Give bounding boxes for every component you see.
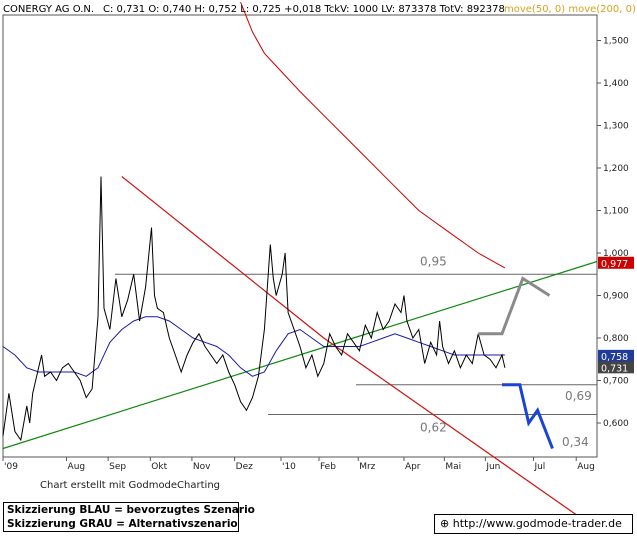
level-label: 0,62 (420, 421, 447, 435)
moving-average-legend: move(50, 0) move(200, 0) (504, 4, 636, 15)
y-axis: 1,500 1,400 1,300 1,200 1,100 1,000 0,900 0,800… (597, 37, 629, 429)
support-trendline-extension (353, 260, 598, 339)
y-tick-label: 0,800 (603, 334, 629, 344)
x-tick-label: Aug (577, 462, 595, 472)
alternative-scenario-line (478, 276, 551, 336)
level-label: 0,69 (565, 389, 592, 403)
x-tick-label: Dez (236, 462, 253, 472)
x-tick-label: Sep (109, 462, 126, 472)
y-tick-label: 1,100 (603, 207, 629, 217)
chart-stats: C: 0,731 O: 0,740 H: 0,752 L: 0,725 +0,0… (103, 4, 505, 15)
y-tick-label: 0,900 (603, 292, 629, 302)
chart-credit: Chart erstellt mit GodmodeCharting (40, 480, 220, 491)
scenario-sketches (478, 276, 554, 450)
resistance-trendline (121, 176, 325, 339)
x-tick-label: Feb (320, 462, 336, 472)
x-tick-label: Aug (68, 462, 86, 472)
target-level-label: 0,34 (562, 435, 589, 449)
value-tag-0,758 (598, 349, 634, 362)
y-tick-label: 1,300 (603, 122, 629, 132)
level-labels: 0,95 0,69 0,62 0,34 (420, 254, 592, 449)
scenario-legend: Skizzierung BLAU = bevorzugtes Szenario … (3, 502, 255, 532)
moving-average-200-line (240, 2, 506, 269)
link-icon: ⊕ (440, 517, 450, 530)
resistance-trendline-extension (323, 337, 598, 530)
series-layer (2, 2, 506, 442)
y-tick-label: 1,400 (603, 79, 629, 89)
plot-area (2, 14, 598, 458)
x-tick-label: Nov (193, 462, 211, 472)
x-tick-label: Jul (533, 462, 545, 472)
legend-blue-scenario: Skizzierung BLAU = bevorzugtes Szenario (7, 504, 255, 516)
moving-average-50-line (2, 316, 505, 377)
x-tick-label: Mrz (359, 462, 375, 472)
x-tick-label: Mai (445, 462, 461, 472)
x-tick-label: Apr (405, 462, 421, 472)
level-label: 0,95 (420, 254, 447, 268)
plot-frame (2, 14, 598, 458)
legend-grey-scenario: Skizzierung GRAU = Alternativszenario (7, 518, 238, 530)
website-url: http://www.godmode-trader.de (452, 517, 622, 530)
value-tag-text: 0,731 (601, 363, 628, 374)
trendlines (2, 176, 598, 530)
y-tick-label: 1,200 (603, 164, 629, 174)
chart-header: CONERGY AG O.N. C: 0,731 O: 0,740 H: 0,7… (3, 4, 636, 15)
x-tick-label: '10 (282, 462, 296, 472)
x-tick-label: Okt (151, 462, 167, 472)
price-line (2, 176, 506, 442)
chart-symbol: CONERGY AG O.N. (3, 4, 94, 15)
x-axis: '09 Aug Sep Okt Nov Dez '10 Feb Mrz Apr Mai Jun Jul A… (2, 457, 595, 472)
value-tag-text: 0,977 (601, 259, 628, 270)
value-tag-text: 0,758 (601, 352, 628, 363)
y-tick-label: 1,500 (603, 37, 629, 47)
y-tick-label: 0,600 (603, 419, 629, 429)
x-tick-label: '09 (4, 462, 18, 472)
value-tag-0,731 (598, 361, 634, 374)
website-link[interactable]: ⊕ http://www.godmode-trader.de (434, 514, 633, 534)
y-tick-label: 0,700 (603, 377, 629, 387)
preferred-scenario-line (502, 383, 554, 450)
x-tick-label: Jun (485, 462, 500, 472)
value-tag-0,977 (598, 256, 634, 269)
support-trendline (2, 337, 354, 450)
y-tick-label: 1,000 (603, 249, 629, 259)
